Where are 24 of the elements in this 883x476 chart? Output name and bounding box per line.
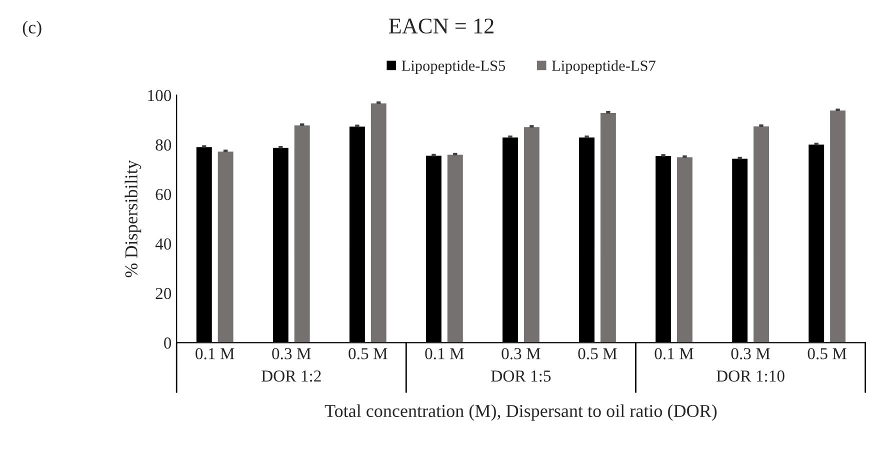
x-tick-label: 0.3 M	[731, 348, 770, 360]
y-tick-label: 60	[156, 188, 172, 200]
x-tick-label: 0.5 M	[578, 348, 617, 360]
text: DOR 1:5	[491, 370, 551, 382]
text: DOR 1:2	[262, 370, 321, 382]
x-tick-label: 0.1 M	[196, 348, 234, 360]
y-tick-label: 40	[155, 238, 172, 250]
x-tick-label: 0.5 M	[348, 348, 388, 360]
x-tick-label: 0.1 M	[654, 348, 694, 360]
x-axis-title: Total concentration (M), Dispersant to oil ratio (DOR)	[324, 404, 717, 421]
y-tick-label: 100	[148, 90, 172, 102]
text: DOR 1:10	[716, 370, 784, 382]
chart-title: EACN = 12	[388, 18, 494, 34]
legend-label: Lipopeptide-LS5	[402, 60, 506, 74]
text: (c)	[22, 20, 42, 38]
x-tick-label: 0.3 M	[502, 348, 540, 360]
x-tick-label: 0.5 M	[808, 348, 846, 360]
x-tick-label: 0.3 M	[272, 348, 311, 360]
x-tick-label: 0.1 M	[425, 348, 464, 360]
legend-label: Lipopeptide-LS7	[552, 60, 656, 74]
y-tick-label: 20	[156, 288, 172, 300]
y-axis-title: % Dispersibility	[124, 160, 142, 278]
y-tick-label: 0	[164, 337, 172, 349]
y-tick-label: 80	[156, 139, 172, 151]
